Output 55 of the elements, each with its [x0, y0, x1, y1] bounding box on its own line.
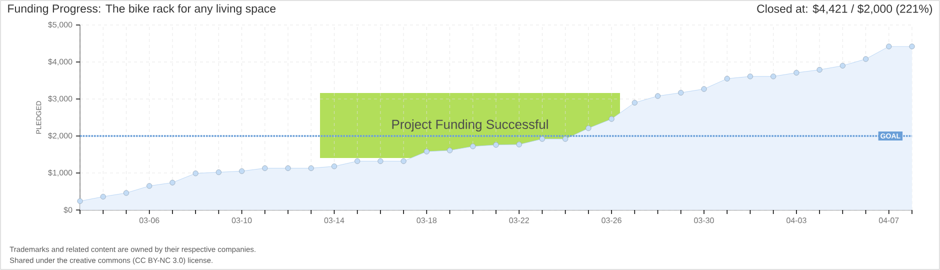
point	[285, 165, 291, 171]
x-tick-label: 03-10	[232, 218, 252, 224]
x-tick-label: 03-26	[602, 218, 622, 224]
point	[400, 158, 406, 164]
x-tick-label: 03-30	[694, 218, 714, 224]
point	[493, 142, 499, 148]
y-tick-label: $1,000	[48, 170, 72, 176]
point	[354, 158, 360, 164]
point	[632, 100, 638, 106]
x-tick-label: 03-18	[416, 218, 437, 224]
y-tick-label: $4,000	[48, 58, 72, 66]
point	[794, 70, 800, 76]
point	[470, 144, 476, 150]
point	[724, 76, 730, 82]
point	[586, 125, 592, 132]
point	[77, 198, 83, 204]
point	[562, 136, 568, 142]
x-tick-label: 03-22	[509, 218, 529, 224]
chart-title: Funding Progress: The bike rack for any living space	[8, 4, 276, 15]
x-tick-label: 03-06	[139, 218, 160, 224]
point	[608, 116, 614, 122]
point	[678, 90, 684, 96]
point	[886, 44, 892, 50]
annotation: Project Funding Successful	[392, 119, 548, 132]
point	[516, 142, 522, 148]
point	[909, 44, 915, 50]
point	[146, 183, 152, 189]
point	[747, 74, 754, 80]
point	[216, 169, 222, 176]
y-tick-label: $5,000	[48, 22, 72, 28]
point	[862, 56, 869, 62]
point	[770, 74, 776, 80]
point	[701, 86, 707, 92]
y-tick-label: $2,000	[48, 132, 72, 140]
x-tick-label: 03-14	[324, 218, 344, 224]
point	[446, 148, 453, 154]
x-tick-label: 04-07	[878, 218, 899, 224]
y-tick-label: $0	[64, 206, 72, 214]
point	[238, 168, 245, 174]
point	[262, 165, 268, 171]
x-tick-label: 04-03	[786, 218, 806, 224]
point	[192, 170, 198, 176]
point	[424, 148, 430, 154]
y-tick-label: $3,000	[48, 96, 72, 102]
point	[840, 62, 846, 68]
point	[816, 66, 822, 73]
chart-subtitle: Closed at: $4,421 / $2,000 (221%)	[757, 4, 932, 16]
point	[100, 194, 106, 200]
point	[308, 165, 314, 171]
point	[170, 180, 176, 186]
point	[539, 136, 546, 142]
point	[378, 158, 384, 164]
point	[331, 164, 338, 170]
point	[654, 93, 661, 99]
point	[123, 190, 130, 196]
